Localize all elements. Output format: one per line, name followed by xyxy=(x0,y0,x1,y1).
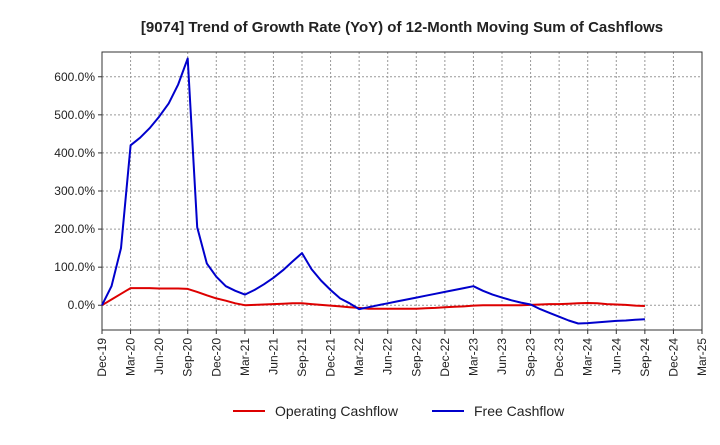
y-tick-label: 500.0% xyxy=(54,108,95,122)
x-tick-label: Jun-23 xyxy=(495,338,509,375)
x-tick-label: Sep-24 xyxy=(638,338,652,377)
x-tick-label: Dec-19 xyxy=(95,338,109,377)
legend-label-operating-cashflow: Operating Cashflow xyxy=(275,403,399,419)
x-tick-label: Dec-20 xyxy=(209,338,223,377)
y-tick-label: 300.0% xyxy=(54,184,95,198)
y-tick-label: 0.0% xyxy=(68,298,96,312)
plot-area: Dec-19 Mar-20 Jun-20 Sep-20 Dec-20 Mar-21 Jun-… xyxy=(54,51,709,377)
x-tick-label: Mar-23 xyxy=(466,338,480,376)
x-tick-label: Dec-22 xyxy=(438,338,452,377)
x-tick-label: Sep-22 xyxy=(409,338,423,377)
y-tick-label: 200.0% xyxy=(54,222,95,236)
x-tick-label: Sep-21 xyxy=(295,338,309,377)
x-tick-label: Dec-23 xyxy=(552,338,566,377)
x-tick-label: Mar-24 xyxy=(581,338,595,376)
x-tick-label: Sep-23 xyxy=(524,338,538,377)
x-tick-label: Jun-21 xyxy=(266,338,280,375)
chart-title: [9074] Trend of Growth Rate (YoY) of 12-… xyxy=(141,19,663,36)
x-tick-label: Mar-22 xyxy=(352,338,366,376)
y-tick-label: 600.0% xyxy=(54,70,95,84)
x-tick-label: Mar-25 xyxy=(695,338,709,376)
x-tick-label: Jun-22 xyxy=(381,338,395,375)
x-tick-label: Sep-20 xyxy=(181,338,195,377)
x-tick-label: Mar-21 xyxy=(238,338,252,376)
x-tick-label: Jun-20 xyxy=(152,338,166,375)
x-tick-label: Jun-24 xyxy=(609,338,623,375)
x-tick-label: Dec-21 xyxy=(324,338,338,377)
series-line-operating-cashflow xyxy=(101,287,645,310)
plot-frame xyxy=(101,51,703,331)
y-tick-label: 100.0% xyxy=(54,260,95,274)
x-tick-label: Mar-20 xyxy=(124,338,138,376)
x-tick-label: Dec-24 xyxy=(666,338,680,377)
legend: Operating Cashflow Free Cashflow xyxy=(233,403,565,419)
legend-label-free-cashflow: Free Cashflow xyxy=(474,403,565,419)
y-tick-label: 400.0% xyxy=(54,146,95,160)
series-line-free-cashflow xyxy=(101,57,645,325)
